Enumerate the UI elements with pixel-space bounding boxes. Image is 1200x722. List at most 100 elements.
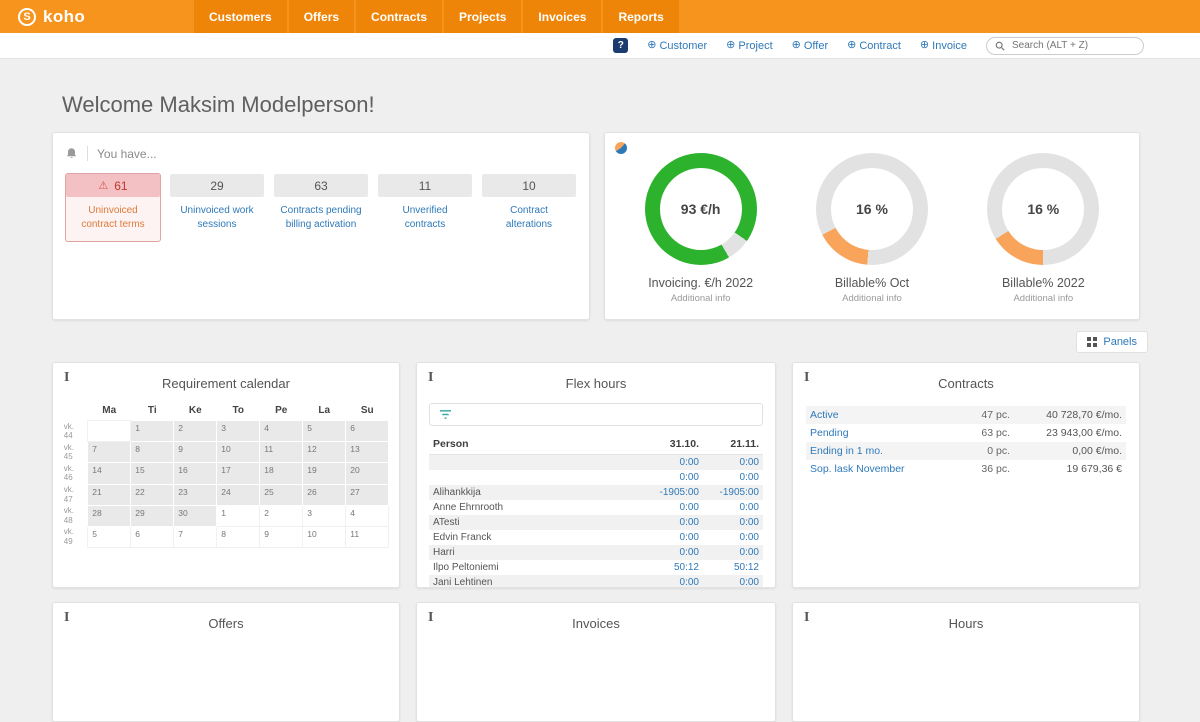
flex-row: Ilpo Peltoniemi 50:12 50:12	[429, 560, 763, 575]
donut-center-value: 16 %	[856, 201, 888, 217]
kpi-billable-oct: 16 % Billable% Oct Additional info	[786, 153, 957, 304]
contract-count: 0 pc.	[987, 445, 1010, 457]
additional-info-link[interactable]: Additional info	[670, 293, 731, 304]
welcome-heading: Welcome Maksim Modelperson!	[62, 92, 375, 117]
flex-value[interactable]: 0:00	[679, 547, 699, 558]
flex-value[interactable]: 50:12	[733, 562, 759, 573]
donut-center-value: 16 %	[1027, 201, 1060, 217]
additional-info-link[interactable]: Additional info	[1013, 293, 1074, 304]
week-number: vk. 45	[63, 442, 74, 462]
flex-value[interactable]: -1905:00	[659, 487, 699, 498]
flex-value[interactable]: 0:00	[739, 532, 759, 543]
contracts-row: Sop. lask November 36 pc. 19 679,36 €	[806, 460, 1126, 478]
day-header: La	[318, 405, 331, 416]
pie-chart-icon	[615, 142, 627, 154]
contracts-row: Pending 63 pc. 23 943,00 €/mo.	[806, 424, 1126, 442]
calendar-day: 1	[216, 504, 261, 527]
search-input[interactable]	[1010, 39, 1135, 52]
flex-row: 0:00 0:00	[429, 454, 763, 471]
kpi-row: 93 €/h Invoicing. €/h 2022 Additional in…	[615, 143, 1129, 304]
contract-status-link[interactable]: Sop. lask November	[810, 463, 905, 475]
flex-value[interactable]: 0:00	[739, 472, 759, 483]
contract-amount: 40 728,70 €/mo.	[1046, 409, 1122, 421]
panels-button[interactable]: Panels	[1076, 331, 1148, 353]
you-have-card: You have... ⚠ 61 Uninvoiced contract ter…	[52, 132, 590, 320]
drag-handle-icon[interactable]: I	[804, 370, 810, 385]
panel-title: Hours	[948, 616, 984, 631]
flex-value[interactable]: 0:00	[739, 457, 759, 468]
calendar-day: 1	[130, 419, 175, 443]
drag-handle-icon[interactable]: I	[804, 610, 810, 625]
drag-handle-icon[interactable]: I	[64, 610, 70, 625]
add-offer-link[interactable]: ⊕ Offer	[792, 40, 828, 52]
contract-amount: 23 943,00 €/mo.	[1046, 427, 1122, 439]
flex-hours-body: Person 31.10. 21.11. 0:00 0:00	[417, 403, 775, 588]
person-name	[429, 470, 643, 485]
stat-unverified-contracts[interactable]: 11 Unverified contracts	[377, 173, 473, 242]
additional-info-link[interactable]: Additional info	[842, 293, 902, 304]
kpi-card: 93 €/h Invoicing. €/h 2022 Additional in…	[604, 132, 1140, 320]
calendar-day: 16	[173, 462, 218, 485]
calendar-day: 6	[345, 419, 390, 443]
flex-value[interactable]: 50:12	[673, 562, 699, 573]
stat-uninvoiced-contract-terms[interactable]: ⚠ 61 Uninvoiced contract terms	[65, 173, 161, 242]
offers-panel: I Offers	[52, 602, 400, 722]
invoices-panel: I Invoices	[416, 602, 776, 722]
divider	[87, 146, 88, 161]
day-header: Ke	[188, 405, 202, 416]
person-name	[429, 455, 643, 471]
warning-icon: ⚠	[98, 180, 109, 192]
nav-item-projects[interactable]: Projects	[444, 0, 522, 33]
you-have-title: You have...	[97, 146, 157, 161]
nav-item-customers[interactable]: Customers	[194, 0, 287, 33]
drag-handle-icon[interactable]: I	[64, 370, 70, 385]
flex-value[interactable]: 0:00	[739, 547, 759, 558]
day-header: Pe	[275, 405, 288, 416]
add-customer-link[interactable]: ⊕ Customer	[647, 40, 707, 52]
stats-row: ⚠ 61 Uninvoiced contract terms 29 Uninvo…	[65, 173, 577, 242]
calendar-day: 2	[259, 504, 304, 527]
search-box[interactable]	[986, 36, 1144, 55]
nav-item-reports[interactable]: Reports	[603, 0, 679, 33]
add-customer-label: Customer	[659, 39, 708, 52]
nav-item-offers[interactable]: Offers	[288, 0, 355, 33]
add-invoice-link[interactable]: ⊕ Invoice	[920, 40, 967, 52]
nav-item-invoices[interactable]: Invoices	[523, 0, 602, 33]
calendar-day: 11	[345, 525, 390, 549]
stat-uninvoiced-work-sessions[interactable]: 29 Uninvoiced work sessions	[169, 173, 265, 242]
calendar-day: 3	[302, 504, 347, 527]
help-button[interactable]: ?	[613, 38, 629, 53]
stat-contract-alterations[interactable]: 10 Contract alterations	[481, 173, 577, 242]
calendar-day: 20	[345, 462, 390, 485]
flex-value[interactable]: -1905:00	[719, 487, 759, 498]
contract-status-link[interactable]: Active	[810, 409, 839, 421]
flex-value[interactable]: 0:00	[739, 517, 759, 528]
stat-label: Contracts pending billing activation	[280, 205, 362, 230]
flex-value[interactable]: 0:00	[679, 457, 699, 468]
contract-status-link[interactable]: Pending	[810, 427, 849, 439]
flex-value[interactable]: 0:00	[739, 577, 759, 588]
calendar-day: 5	[302, 419, 347, 443]
koho-logo[interactable]: S koho	[0, 0, 178, 33]
nav-item-contracts[interactable]: Contracts	[356, 0, 443, 33]
flex-value[interactable]: 0:00	[679, 472, 699, 483]
week-number: vk. 48	[63, 506, 74, 525]
stat-contracts-pending-billing[interactable]: 63 Contracts pending billing activation	[273, 173, 369, 242]
calendar-day: 21	[87, 483, 132, 506]
calendar-day: 5	[87, 525, 132, 549]
add-contract-link[interactable]: ⊕ Contract	[847, 40, 901, 52]
panel-title: Requirement calendar	[162, 376, 290, 391]
flex-value[interactable]: 0:00	[679, 502, 699, 513]
flex-value[interactable]: 0:00	[679, 532, 699, 543]
flex-row: ATesti 0:00 0:00	[429, 515, 763, 530]
calendar-day: 3	[216, 419, 261, 443]
flex-value[interactable]: 0:00	[679, 577, 699, 588]
filter-control[interactable]	[429, 403, 763, 426]
add-project-link[interactable]: ⊕ Project	[726, 40, 772, 52]
drag-handle-icon[interactable]: I	[428, 610, 434, 625]
drag-handle-icon[interactable]: I	[428, 370, 434, 385]
flex-value[interactable]: 0:00	[739, 502, 759, 513]
week-number: vk. 44	[63, 421, 74, 441]
contract-status-link[interactable]: Ending in 1 mo.	[810, 445, 883, 457]
flex-value[interactable]: 0:00	[679, 517, 699, 528]
